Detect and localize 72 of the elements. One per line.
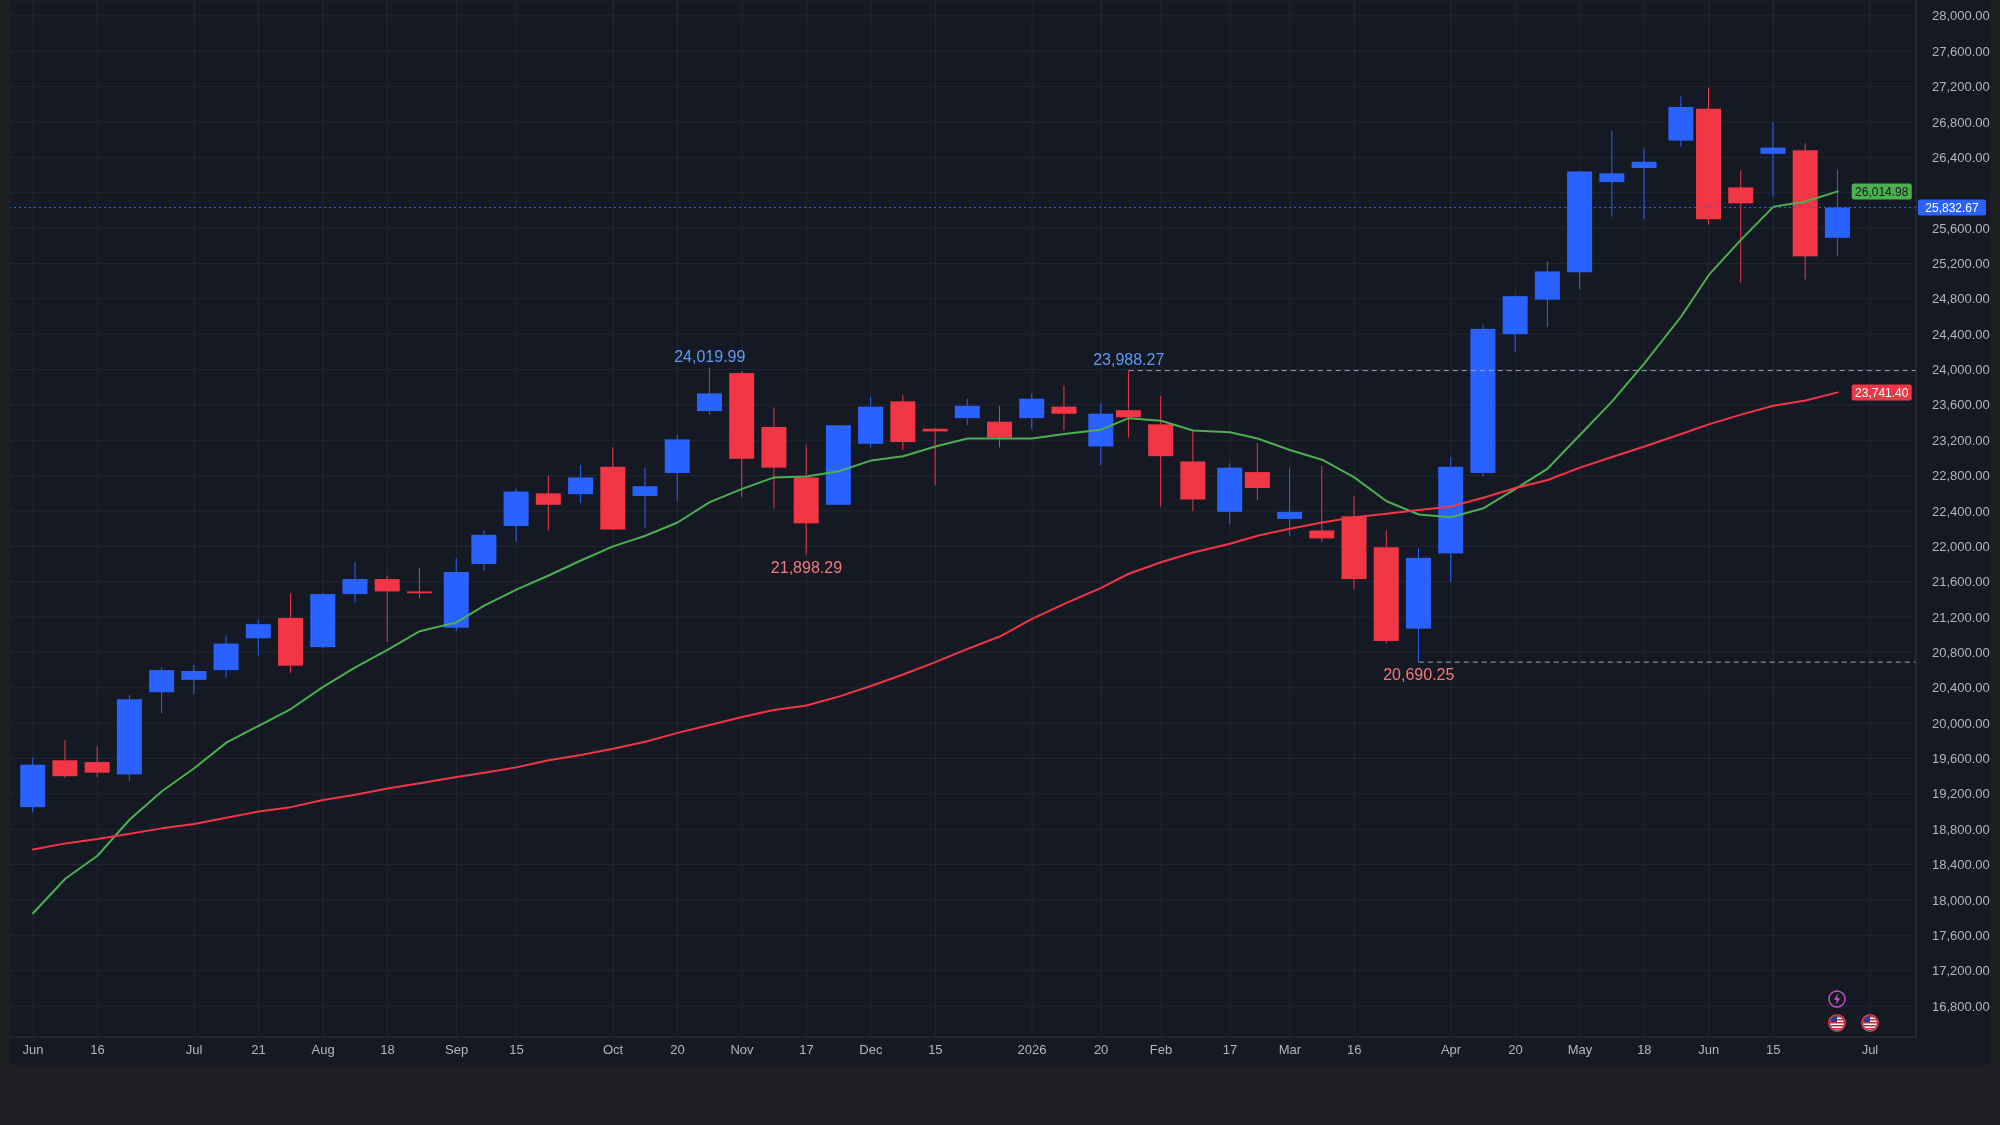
y-tick-label: 28,000.00 xyxy=(1932,8,1990,24)
y-tick-label: 27,600.00 xyxy=(1932,43,1990,59)
x-tick-label: 2026 xyxy=(1017,1042,1047,1058)
candlestick xyxy=(1728,170,1754,284)
y-tick-label: 24,000.00 xyxy=(1932,362,1990,378)
candlestick xyxy=(1309,465,1335,543)
x-tick-label: Aug xyxy=(311,1042,335,1058)
x-tick-label: 18 xyxy=(380,1042,395,1058)
y-tick-label: 16,800.00 xyxy=(1932,998,1990,1014)
y-tick-label: 19,200.00 xyxy=(1932,786,1990,802)
y-tick-label: 22,000.00 xyxy=(1932,538,1990,554)
data-label: 26,014.98 xyxy=(1855,184,1909,199)
y-tick-label: 20,400.00 xyxy=(1932,680,1990,696)
line-series xyxy=(32,190,1839,915)
x-tick-label: Dec xyxy=(859,1042,883,1058)
y-tick-label: 20,800.00 xyxy=(1932,644,1990,660)
y-tick-label: 24,400.00 xyxy=(1932,326,1990,342)
x-tick-label: 20 xyxy=(1508,1042,1523,1058)
x-tick-label: 20 xyxy=(1093,1042,1109,1058)
candlestick xyxy=(406,567,432,600)
y-tick-label: 22,800.00 xyxy=(1932,468,1990,484)
x-tick-label: 15 xyxy=(509,1042,524,1058)
y-tick-label: 18,800.00 xyxy=(1932,821,1990,837)
y-tick-label: 22,400.00 xyxy=(1932,503,1990,519)
y-tick-label: 23,200.00 xyxy=(1932,432,1990,448)
x-tick-label: May xyxy=(1567,1042,1593,1058)
y-tick-label: 18,400.00 xyxy=(1932,857,1990,873)
y-tick-label: 17,200.00 xyxy=(1932,963,1990,979)
candlestick xyxy=(1277,467,1303,537)
annotation: 21,898.29 xyxy=(770,559,843,577)
candlestick xyxy=(1115,370,1141,439)
x-tick-label: Feb xyxy=(1149,1042,1173,1058)
data-label: 23,741.40 xyxy=(1855,385,1909,400)
x-tick-label: Jun xyxy=(1698,1042,1720,1058)
y-tick-label: 27,200.00 xyxy=(1932,79,1990,95)
x-tick-label: Sep xyxy=(445,1042,469,1058)
y-tick-label: 19,600.00 xyxy=(1932,751,1990,767)
line-series xyxy=(32,391,1839,851)
x-tick-label: 17 xyxy=(799,1042,814,1058)
annotation: 23,988.27 xyxy=(1093,350,1165,368)
candlestick xyxy=(1051,384,1077,432)
y-tick-label: 26,800.00 xyxy=(1932,114,1990,130)
x-tick-label: 16 xyxy=(90,1042,105,1058)
x-tick-label: 15 xyxy=(928,1042,943,1058)
ref-line-label: 25,832.67 xyxy=(1925,200,1980,215)
annotation: 24,019.99 xyxy=(674,347,746,365)
y-tick-label: 18,000.00 xyxy=(1932,892,1990,908)
x-tick-label: 15 xyxy=(1766,1042,1781,1058)
y-tick-label: 23,600.00 xyxy=(1932,397,1990,413)
y-tick-label: 25,600.00 xyxy=(1932,220,1990,236)
x-tick-label: 18 xyxy=(1637,1042,1652,1058)
y-tick-label: 25,200.00 xyxy=(1932,256,1990,271)
x-tick-label: 20 xyxy=(670,1042,685,1058)
candlestick xyxy=(632,467,658,529)
x-tick-label: Jul xyxy=(1861,1042,1879,1058)
x-tick-label: Nov xyxy=(730,1042,755,1058)
y-tick-label: 17,600.00 xyxy=(1932,927,1990,943)
x-tick-label: 17 xyxy=(1222,1042,1238,1058)
x-tick-label: 21 xyxy=(251,1042,266,1058)
x-tick-label: Jul xyxy=(185,1042,203,1058)
y-tick-label: 21,600.00 xyxy=(1932,574,1990,590)
x-tick-label: Jun xyxy=(22,1042,44,1058)
y-tick-label: 21,200.00 xyxy=(1932,609,1990,625)
x-tick-label: Apr xyxy=(1440,1042,1462,1058)
x-tick-label: Oct xyxy=(602,1042,624,1058)
y-tick-label: 20,000.00 xyxy=(1932,715,1990,731)
annotation: 20,690.25 xyxy=(1383,666,1455,684)
y-tick-label: 26,400.00 xyxy=(1932,149,1990,165)
x-tick-label: Mar xyxy=(1278,1042,1302,1058)
candlestick xyxy=(1760,121,1786,197)
y-tick-label: 24,800.00 xyxy=(1932,291,1990,307)
x-tick-label: 16 xyxy=(1347,1042,1362,1058)
